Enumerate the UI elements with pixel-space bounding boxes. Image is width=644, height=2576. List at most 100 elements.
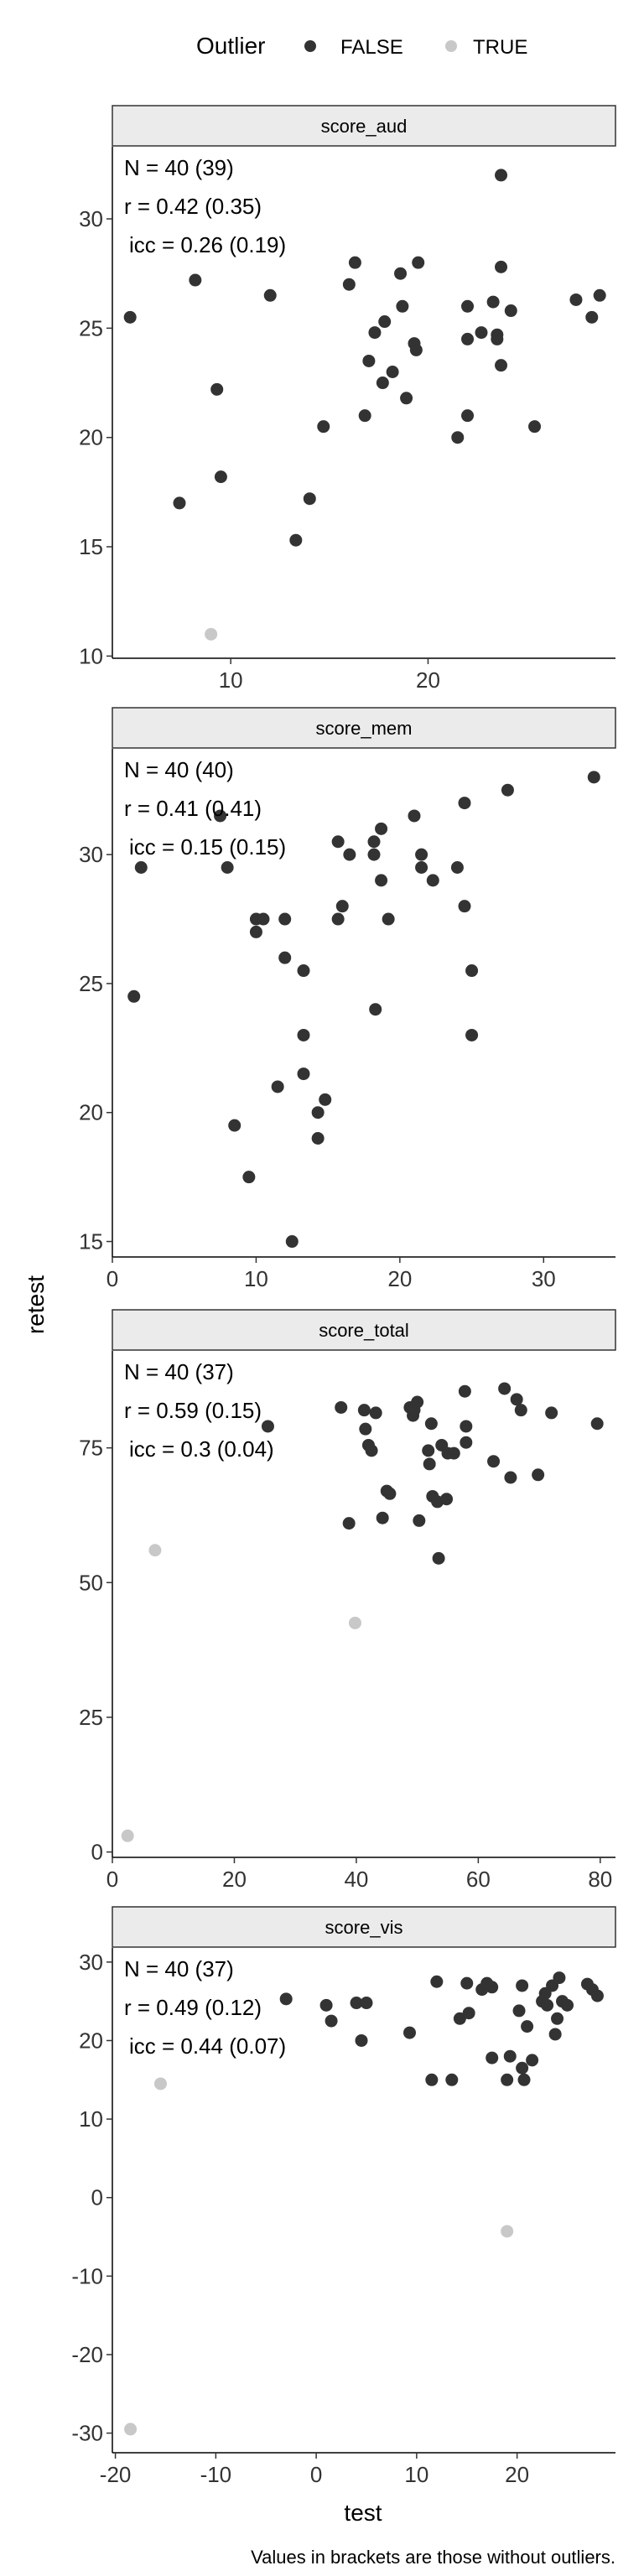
facet-strip-label: score_total xyxy=(319,1320,409,1341)
y-tick-label: -20 xyxy=(71,2342,103,2367)
data-point xyxy=(501,2073,514,2086)
y-tick-label: 25 xyxy=(79,315,103,340)
data-point xyxy=(383,1487,397,1500)
data-point xyxy=(465,1028,479,1041)
y-tick-label: 30 xyxy=(79,1950,103,1975)
data-point xyxy=(465,964,479,978)
data-point xyxy=(487,1455,501,1468)
data-point xyxy=(261,1420,274,1433)
data-point xyxy=(422,1444,435,1457)
stat-annotation: icc = 0.26 (0.19) xyxy=(129,232,286,257)
data-point xyxy=(173,496,186,510)
data-point xyxy=(461,332,475,345)
y-tick-label: 10 xyxy=(79,643,103,668)
data-point xyxy=(289,533,303,547)
data-point xyxy=(526,2054,539,2067)
data-point xyxy=(228,1119,242,1132)
data-point xyxy=(451,431,465,444)
data-point xyxy=(503,2049,517,2063)
legend-label-true: TRUE xyxy=(473,36,527,59)
data-point xyxy=(495,169,508,182)
x-tick-label: 80 xyxy=(588,1867,612,1892)
panels: score_aud 10 15 20 25 30 10 20 N = 40 (39) r = 0.… xyxy=(71,105,616,2487)
data-point-outlier xyxy=(205,627,218,641)
facet-strip-label: score_aud xyxy=(321,116,408,137)
data-point xyxy=(362,354,376,367)
stat-annotation: r = 0.42 (0.35) xyxy=(124,194,262,219)
data-point xyxy=(311,1106,325,1119)
data-point xyxy=(279,1992,293,2006)
data-point xyxy=(331,912,345,926)
data-point xyxy=(359,1422,372,1436)
stat-annotation: icc = 0.44 (0.07) xyxy=(129,2033,286,2059)
stat-annotation: icc = 0.15 (0.15) xyxy=(129,834,286,860)
data-point xyxy=(355,2033,368,2047)
data-point xyxy=(430,1975,444,1988)
data-point xyxy=(123,310,137,324)
data-point xyxy=(271,1080,284,1093)
data-point xyxy=(587,771,600,784)
facet-strip xyxy=(112,1309,616,1351)
stat-annotation: N = 40 (37) xyxy=(124,1359,234,1384)
data-point xyxy=(319,1998,333,2012)
data-point xyxy=(396,299,409,313)
data-point xyxy=(475,326,488,340)
data-point-outlier xyxy=(348,1616,361,1629)
data-point xyxy=(408,1404,421,1417)
panel-score_vis: score_vis -30 -20 -10 0 10 20 30 -20 -10 0 10 20 N = … xyxy=(71,1906,616,2487)
data-point xyxy=(541,1998,554,2012)
data-point xyxy=(221,861,234,875)
data-point xyxy=(369,1406,382,1420)
data-point xyxy=(495,359,508,372)
data-point xyxy=(585,310,599,324)
data-point xyxy=(297,1067,310,1081)
data-point xyxy=(134,861,148,875)
data-point xyxy=(590,1417,604,1431)
data-point xyxy=(415,848,428,861)
data-point xyxy=(498,1382,512,1395)
panel-score_aud: score_aud 10 15 20 25 30 10 20 N = 40 (39) r = 0.… xyxy=(79,105,616,693)
legend-key-true xyxy=(445,40,457,52)
data-point xyxy=(440,1493,454,1506)
data-point xyxy=(325,2014,338,2028)
facet-strip xyxy=(112,1906,616,1948)
y-tick-label: 15 xyxy=(79,1229,103,1254)
x-tick-label: -10 xyxy=(200,2462,232,2487)
data-point xyxy=(127,989,141,1003)
x-tick-label: 60 xyxy=(466,1867,491,1892)
data-point xyxy=(263,288,277,302)
data-point xyxy=(189,273,202,287)
y-tick-label: 20 xyxy=(79,1100,103,1125)
y-tick-label: 75 xyxy=(79,1436,103,1461)
data-point xyxy=(532,1468,545,1482)
data-point xyxy=(528,420,542,434)
x-tick-label: 20 xyxy=(222,1867,247,1892)
legend-key-false xyxy=(304,40,316,52)
data-point xyxy=(413,1514,426,1527)
data-point xyxy=(249,912,262,926)
data-point xyxy=(521,2020,534,2033)
data-point xyxy=(214,470,227,484)
y-tick-label: 15 xyxy=(79,534,103,559)
y-tick-label: 0 xyxy=(91,2185,103,2210)
data-point xyxy=(214,809,227,823)
legend-label-false: FALSE xyxy=(340,36,403,59)
data-point xyxy=(342,1517,356,1530)
data-point-outlier xyxy=(501,2225,514,2238)
data-point xyxy=(425,2073,439,2086)
x-tick-label: 20 xyxy=(416,667,440,693)
facet-strip xyxy=(112,105,616,147)
data-point xyxy=(510,1393,523,1406)
data-point xyxy=(495,260,508,273)
data-point xyxy=(368,326,382,340)
data-point xyxy=(367,835,381,849)
data-point xyxy=(369,1003,382,1016)
data-point xyxy=(242,1171,256,1184)
data-point xyxy=(447,1446,460,1460)
data-point xyxy=(412,256,425,269)
data-point xyxy=(278,951,292,964)
data-point xyxy=(408,809,421,823)
facet-strip xyxy=(112,707,616,749)
x-tick-label: -20 xyxy=(100,2462,132,2487)
